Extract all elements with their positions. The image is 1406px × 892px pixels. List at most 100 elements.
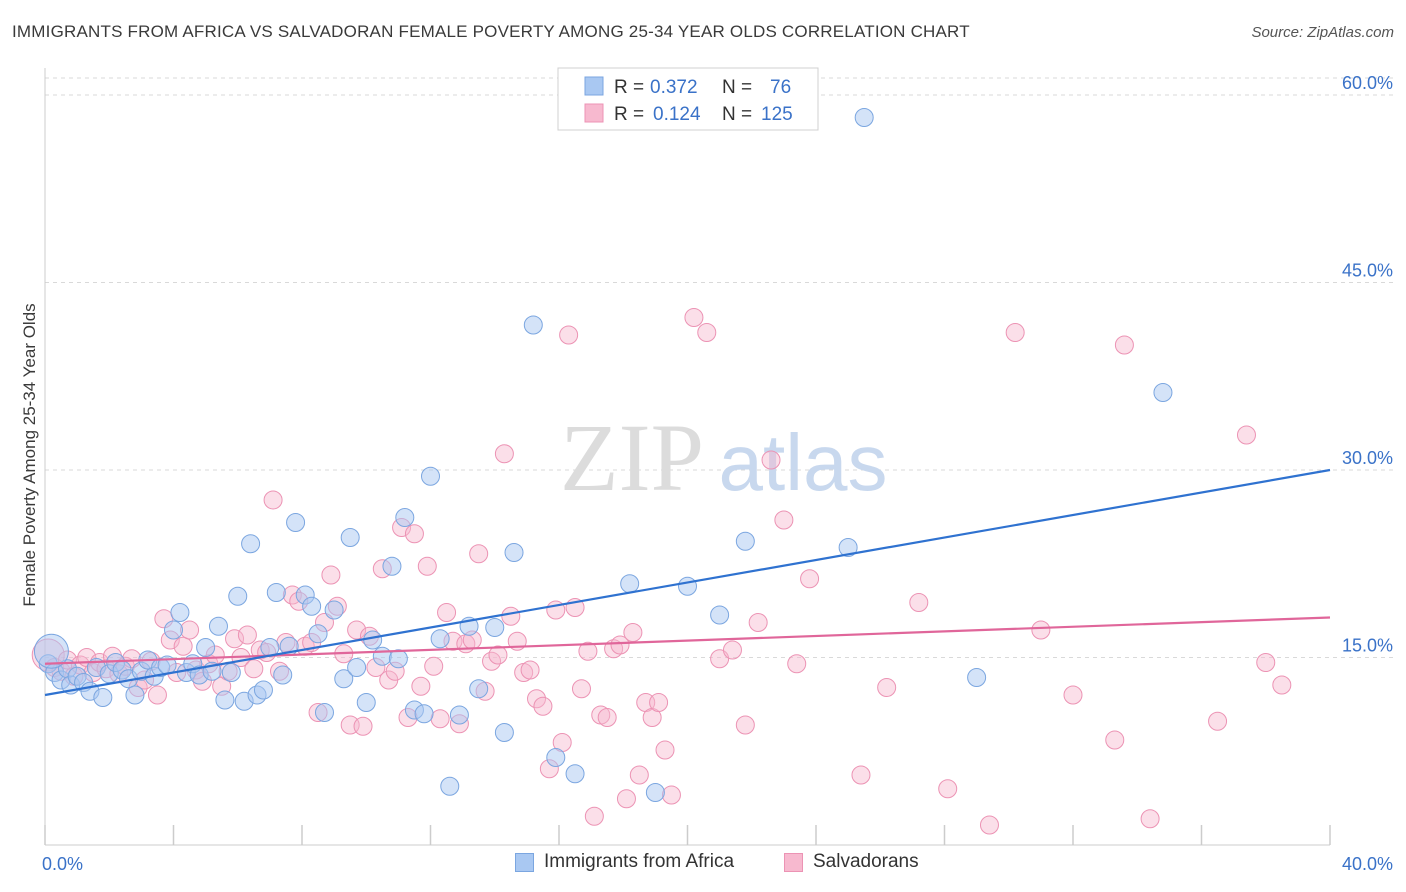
africa-point [430,629,450,649]
salvadorans-point [1105,730,1125,750]
legend-n-label-2: N = [722,104,752,125]
salvadorans-point [584,806,604,826]
trend-lines [44,468,1331,697]
africa-point [215,690,235,710]
salvadorans-point [180,620,200,640]
africa-point [469,679,489,699]
legend-item-africa[interactable]: Immigrants from Africa [515,851,734,873]
salvadorans-point [244,659,264,679]
salvadorans-point [424,656,444,676]
africa-point [372,646,392,666]
africa-point [523,315,543,335]
africa-point [164,620,183,640]
salvadorans-point [404,524,424,544]
africa-point [273,665,293,685]
y-tick-label: 60.0% [1342,73,1393,93]
salvadorans-point [559,325,579,345]
salvadorans-point [697,323,717,342]
africa-point [196,638,216,657]
africa-point [93,688,113,707]
africa-trend-line [44,468,1331,697]
y-tick-label: 30.0% [1342,448,1393,468]
salvadorans-point [649,693,669,712]
salvadorans-point [488,645,508,665]
salvadorans-point [629,765,649,785]
axes [44,68,1331,846]
legend-r-label-2: R = [614,104,644,125]
africa-point [395,508,415,527]
legend-swatch-pink [584,103,604,123]
salvadorans-point [1140,809,1160,829]
salvadorans-point [411,676,431,696]
africa-point [645,783,665,802]
salvadorans-point [787,654,807,674]
africa-point [170,603,190,622]
salvadorans-point [1208,711,1228,731]
africa-point [228,586,248,606]
y-axis-label: Female Poverty Among 25-34 Year Olds [20,303,39,606]
africa-point [546,748,566,767]
africa-point [314,703,334,722]
legend-n-value-2: 125 [761,104,793,125]
africa-point [967,668,987,687]
africa-point [1153,383,1173,402]
salvadorans-trend-line [44,616,1331,665]
correlation-legend: R = 0.372 N = 76 R = 0.124 N = 125 [557,67,819,131]
salvadorans-point [761,450,781,470]
grid-lines [45,77,1395,658]
svg-text:R = 0.124 N =: R = 0.124 N = 125 [614,104,793,125]
salvadorans-point [722,640,742,660]
africa-point [388,649,408,669]
africa-point [308,624,328,644]
watermark-atlas: atlas [719,418,888,507]
salvadorans-point [225,629,245,649]
salvadorans-point [494,444,514,464]
africa-point [735,531,755,551]
salvadorans-point [909,593,929,612]
y-tick-label: 45.0% [1342,261,1393,281]
y-tick-label: 15.0% [1342,636,1393,656]
legend-r-value-2: 0.124 [653,104,701,125]
legend-label-salvadorans: Salvadorans [813,851,919,872]
africa-point [324,600,344,620]
salvadorans-point [1256,653,1276,672]
salvadorans-point [774,510,794,530]
legend-n-label-1: N = [722,77,752,98]
salvadorans-point [800,569,820,589]
salvadorans-point [520,660,540,680]
legend-swatch-salvadorans [784,852,803,872]
africa-point [241,534,261,554]
africa-point [221,663,241,682]
africa-point [485,618,505,637]
salvadorans-point [263,490,283,510]
legend-label-africa: Immigrants from Africa [544,851,735,872]
salvadorans-point [616,789,636,809]
salvadorans-point [571,679,591,699]
legend-item-salvadorans[interactable]: Salvadorans [784,851,919,873]
salvadorans-point [430,709,450,729]
salvadorans-point [748,613,768,632]
africa-point [854,108,874,127]
africa-point [356,693,376,712]
salvadorans-point [735,715,755,735]
salvadorans-point [597,708,617,727]
africa-point [440,776,460,796]
africa-point [620,574,640,594]
salvadorans-point [1063,685,1083,705]
legend-r-value-1: 0.372 [650,77,698,98]
africa-point [347,658,367,677]
tick-labels: 15.0% 30.0% 45.0% 60.0% 0.0% 40.0% [42,73,1393,874]
salvadorans-point [1114,335,1134,355]
africa-point [678,576,697,596]
legend-swatch-africa [515,852,534,872]
salvadorans-point [1272,675,1292,695]
svg-text:R = 0.372 N =: R = 0.372 N = 76 [614,77,791,98]
salvadorans-point [1005,323,1025,342]
africa-point [334,669,354,689]
salvadorans-point [353,716,373,736]
salvadorans-point [237,625,257,645]
salvadorans-point [147,685,167,705]
salvadorans-point [501,606,521,626]
africa-point [33,633,69,669]
